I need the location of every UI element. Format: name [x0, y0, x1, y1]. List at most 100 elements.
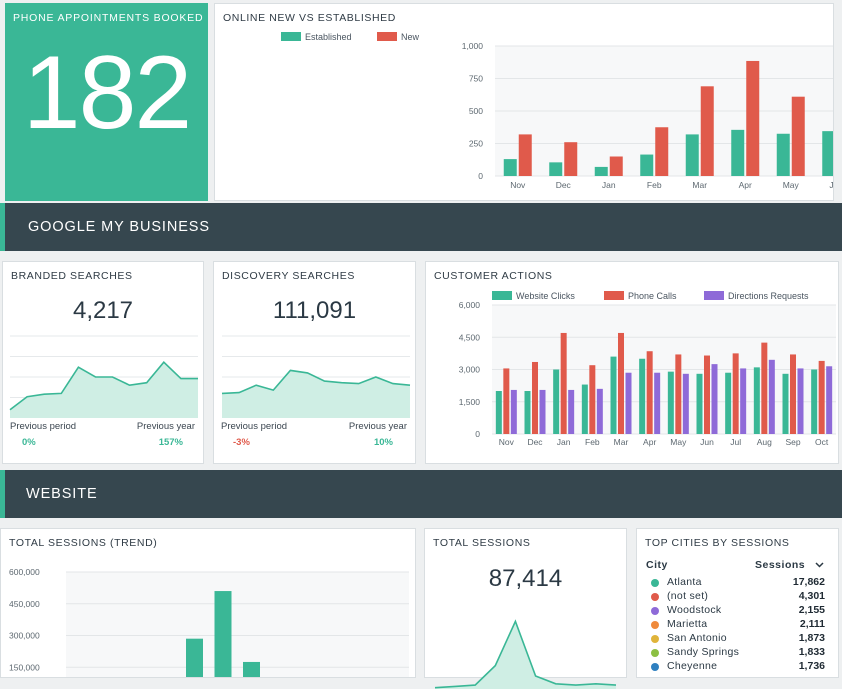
- previous-period-pct: -3%: [233, 437, 250, 448]
- bar-phone-calls: [532, 361, 538, 434]
- bar-established: [594, 166, 608, 176]
- city-row[interactable]: Marietta 2,111: [651, 618, 825, 632]
- city-row[interactable]: San Antonio 1,873: [651, 632, 825, 646]
- y-tick-label: 150,000: [9, 662, 40, 672]
- x-tick-label: Jun: [829, 180, 833, 190]
- phone-appointments-kpi: PHONE APPOINTMENTS BOOKED 182: [5, 3, 208, 201]
- total-sessions-value: 87,414: [488, 565, 563, 592]
- area-line: [221, 369, 411, 395]
- session-bar: [214, 591, 232, 677]
- x-tick-label: May: [670, 437, 687, 447]
- y-tick-label: 1,000: [462, 41, 484, 51]
- city-sessions: 1,833: [798, 646, 825, 658]
- card-title: CUSTOMER ACTIONS: [434, 270, 553, 282]
- branded-searches-card: BRANDED SEARCHES 4,217 Previous period P…: [2, 261, 204, 464]
- bar-phone-calls: [646, 351, 653, 434]
- customer-actions-card: CUSTOMER ACTIONS 0 1,500 3,000 4,500 6,000 No…: [425, 261, 839, 464]
- total-sessions-sparkline: [434, 619, 617, 689]
- legend-swatch: [492, 291, 512, 300]
- previous-period-label: Previous period: [221, 421, 288, 432]
- city-row[interactable]: Atlanta 17,862: [651, 576, 825, 590]
- plot-area: [66, 572, 409, 677]
- bar-new: [564, 142, 578, 176]
- city-row[interactable]: Cheyenne 1,736: [651, 660, 825, 674]
- city-color-dot: [651, 649, 659, 657]
- y-tick-label: 0: [478, 171, 483, 181]
- bar-website-clicks: [524, 391, 531, 434]
- top-cities-card: TOP CITIES BY SESSIONS City Sessions Atl…: [636, 528, 839, 678]
- city-sessions: 1,873: [798, 632, 825, 644]
- legend-label: Website Clicks: [516, 291, 575, 301]
- customer-actions-bar-chart: 0 1,500 3,000 4,500 6,000 Nov Dec Jan Feb Mar Apr M…: [459, 291, 836, 447]
- bar-website-clicks: [782, 373, 789, 434]
- bar-directions-requests: [510, 389, 517, 434]
- bar-directions-requests: [682, 373, 689, 434]
- previous-year-label: Previous year: [136, 421, 195, 432]
- city-color-dot: [651, 579, 659, 587]
- card-title: TOP CITIES BY SESSIONS: [645, 537, 790, 549]
- x-tick-label: Dec: [527, 437, 543, 447]
- bar-website-clicks: [639, 358, 646, 434]
- city-color-dot: [651, 663, 659, 671]
- section-header-gmb: GOOGLE MY BUSINESS: [0, 203, 842, 251]
- section-title: GOOGLE MY BUSINESS: [28, 219, 210, 235]
- y-tick-label: 600,000: [9, 567, 40, 577]
- city-name: Marietta: [667, 618, 708, 630]
- y-tick-label: 450,000: [9, 599, 40, 609]
- x-tick-label: Nov: [499, 437, 515, 447]
- city-row[interactable]: Woodstock 2,155: [651, 604, 825, 618]
- bar-website-clicks: [610, 356, 617, 434]
- bar-website-clicks: [725, 372, 732, 434]
- branded-searches-value: 4,217: [72, 297, 134, 324]
- section-accent: [0, 203, 5, 251]
- bar-phone-calls: [560, 332, 567, 434]
- bar-phone-calls: [503, 368, 510, 434]
- y-tick-label: 4,500: [459, 332, 481, 342]
- city-column-header[interactable]: City: [646, 559, 668, 571]
- bar-established: [503, 159, 517, 176]
- x-tick-label: Dec: [556, 180, 572, 190]
- city-color-dot: [651, 593, 659, 601]
- bar-new: [791, 96, 805, 176]
- card-title: BRANDED SEARCHES: [11, 270, 133, 282]
- card-title: DISCOVERY SEARCHES: [222, 270, 355, 282]
- bar-established: [776, 133, 790, 176]
- city-row[interactable]: (not set) 4,301: [651, 590, 825, 604]
- bar-directions-requests: [797, 368, 804, 434]
- bar-phone-calls: [818, 360, 825, 434]
- branded-sparkline: [9, 335, 198, 418]
- session-bar: [186, 638, 203, 677]
- chevron-down-icon[interactable]: [815, 561, 824, 569]
- city-name: (not set): [667, 590, 709, 602]
- bar-directions-requests: [568, 389, 575, 434]
- online-bar-chart: 02505007501,000NovDecJanFebMarAprMayJunJ…: [281, 32, 833, 190]
- section-header-website: WEBSITE: [0, 470, 842, 518]
- x-tick-label: Oct: [815, 437, 829, 447]
- city-row[interactable]: Sandy Springs 1,833: [651, 646, 825, 660]
- previous-year-label: Previous year: [348, 421, 407, 432]
- city-sessions: 2,155: [798, 604, 825, 616]
- x-tick-label: May: [783, 180, 800, 190]
- x-tick-label: Mar: [692, 180, 707, 190]
- city-sessions: 2,111: [799, 618, 825, 630]
- bar-established: [731, 129, 745, 176]
- bar-directions-requests: [654, 372, 661, 434]
- y-tick-label: 500: [469, 106, 483, 116]
- city-name: Atlanta: [667, 576, 702, 588]
- city-color-dot: [651, 607, 659, 615]
- bar-new: [746, 60, 760, 177]
- bar-phone-calls: [589, 365, 596, 434]
- city-name: Woodstock: [667, 604, 722, 616]
- bar-directions-requests: [740, 368, 747, 434]
- legend-swatch: [704, 291, 724, 300]
- card-title: TOTAL SESSIONS (TREND): [9, 537, 158, 549]
- bar-directions-requests: [596, 388, 603, 434]
- city-name: San Antonio: [667, 632, 727, 644]
- kpi-value: 182: [22, 35, 193, 151]
- session-bar: [243, 661, 260, 677]
- x-tick-label: Jun: [700, 437, 714, 447]
- y-tick-label: 750: [469, 74, 483, 84]
- previous-period-label: Previous period: [10, 421, 77, 432]
- bar-new: [609, 156, 623, 176]
- sessions-column-header[interactable]: Sessions: [755, 559, 806, 571]
